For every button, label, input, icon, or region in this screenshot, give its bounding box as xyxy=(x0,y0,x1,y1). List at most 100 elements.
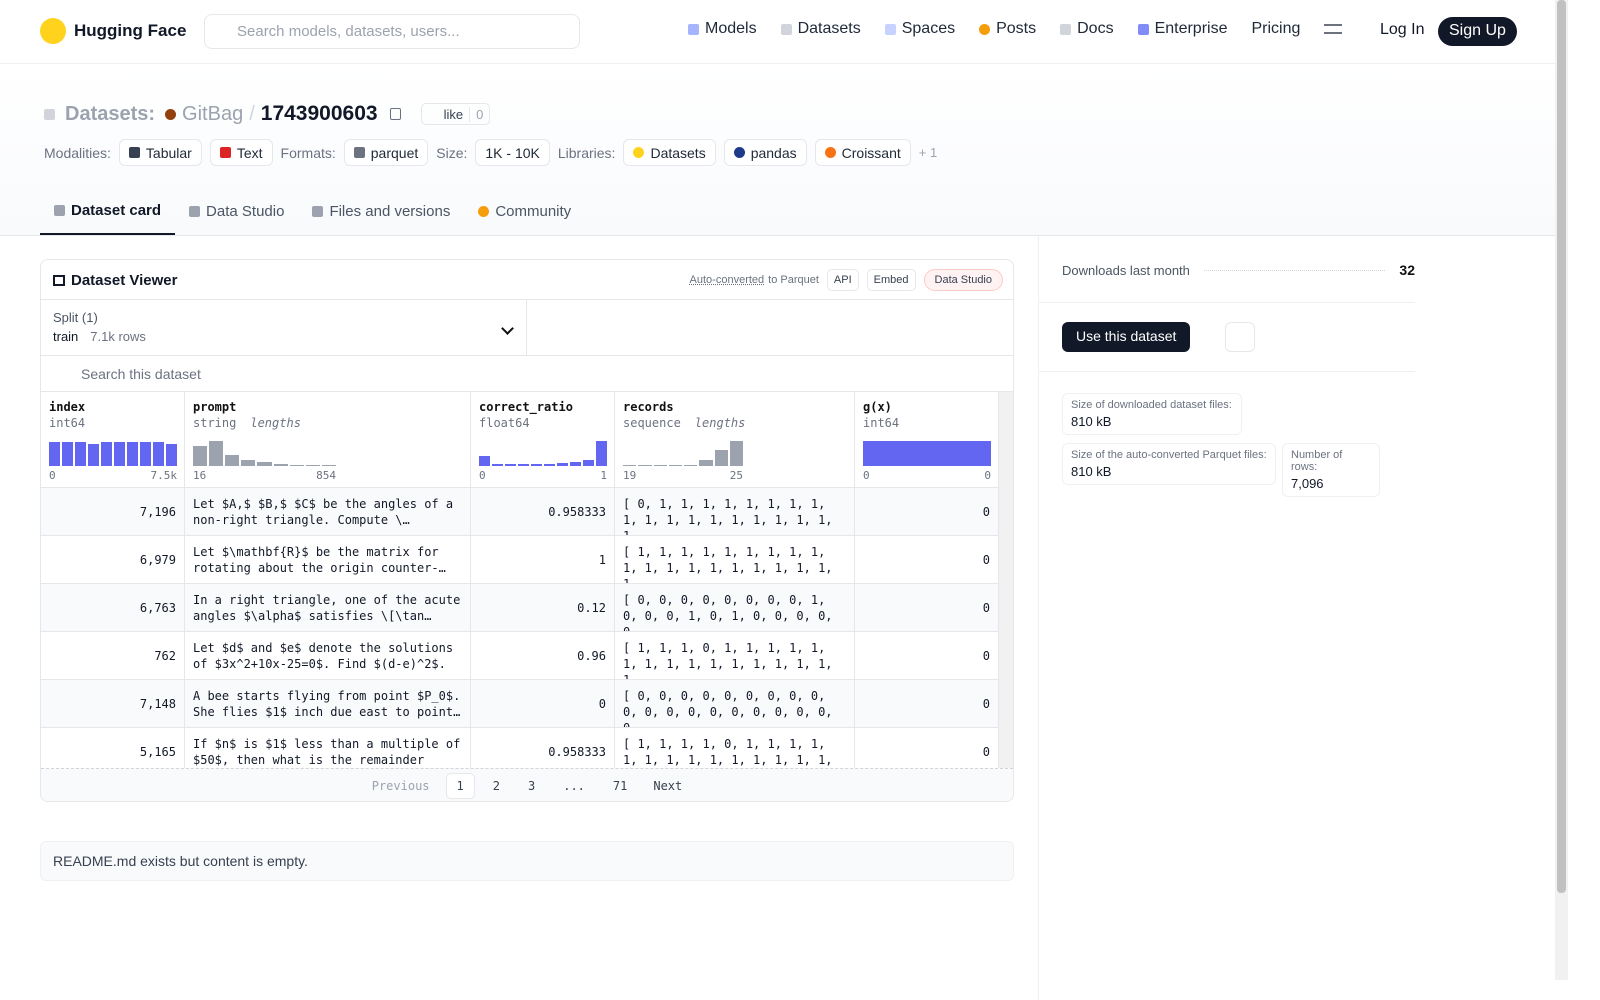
histogram-bar xyxy=(75,442,86,466)
studio-button[interactable]: Data Studio xyxy=(923,269,1003,291)
nav-item[interactable]: Pricing xyxy=(1251,20,1300,38)
tag[interactable]: Tabular xyxy=(118,139,202,166)
tags: Modalities: Tabular Text Formats: parquet Siz… xyxy=(44,139,937,166)
table-cell: 0 xyxy=(855,632,999,680)
range-min: 0 xyxy=(479,469,486,482)
nav-item[interactable]: Spaces xyxy=(884,20,956,38)
stat-label: Size of downloaded dataset files: xyxy=(1071,399,1232,411)
page[interactable]: 71 xyxy=(612,778,628,793)
table-cell: 0 xyxy=(471,680,615,728)
table-cell: 0.958333 xyxy=(471,488,615,536)
table-cell: Let $d$ and $e$ denote the solutions of … xyxy=(185,632,471,680)
column-header[interactable]: prompt string lengths 16 854 xyxy=(185,392,471,488)
more-button[interactable] xyxy=(1225,322,1255,352)
nav-label: Datasets xyxy=(797,20,861,37)
icon xyxy=(780,23,792,35)
use-label: Use this dataset xyxy=(1076,328,1177,344)
search-input[interactable]: Search this dataset xyxy=(41,356,1013,392)
tag[interactable]: 1K - 10K xyxy=(475,139,550,166)
stat-value: 810 kB xyxy=(1071,464,1112,479)
tab[interactable]: Dataset card xyxy=(40,190,176,235)
nav-menu[interactable] xyxy=(1324,24,1343,34)
tab[interactable]: Files and versions xyxy=(298,190,464,235)
table-cell: 6,979 xyxy=(41,536,185,584)
nav-label: Pricing xyxy=(1251,20,1301,37)
histogram-bar xyxy=(668,465,682,466)
range-min: 0 xyxy=(49,469,56,482)
page[interactable]: ... xyxy=(563,778,585,793)
nav-item[interactable]: Docs xyxy=(1060,20,1114,38)
login[interactable]: Log In xyxy=(1380,21,1425,38)
column-header[interactable]: correct_ratio float64 0 1 xyxy=(471,392,615,488)
embed-button[interactable]: Embed xyxy=(866,269,916,291)
stat-box: Size of the auto-converted Parquet files… xyxy=(1062,443,1276,485)
like-button[interactable]: like 0 xyxy=(420,103,491,125)
histogram-bar xyxy=(88,444,99,466)
histogram-bar xyxy=(699,460,713,466)
pagination: Previous 1 2 3... 71 Next xyxy=(41,768,1013,801)
nav-item[interactable]: Models xyxy=(688,20,757,38)
nav-label: Spaces xyxy=(901,20,956,37)
nav-item[interactable]: Enterprise xyxy=(1137,20,1227,38)
icon xyxy=(1060,23,1072,35)
dataset-name[interactable]: 1743900603 xyxy=(260,102,378,125)
column-header[interactable]: records sequence lengths 19 25 xyxy=(615,392,855,488)
nav-item[interactable]: Datasets xyxy=(780,20,861,38)
histogram-bar xyxy=(153,442,164,466)
tag[interactable]: pandas xyxy=(723,139,807,166)
more-tags[interactable]: + 1 xyxy=(918,145,938,160)
dtype: string xyxy=(193,416,237,430)
split-selector[interactable]: Split (1) train 7.1k rows xyxy=(41,300,527,356)
dtype: sequence xyxy=(623,416,681,430)
tag[interactable]: Text xyxy=(209,139,273,166)
table-cell: Let $\mathbf{R}$ be the matrix for rotat… xyxy=(185,536,471,584)
histogram-bar xyxy=(684,465,698,466)
tag-label: Datasets xyxy=(650,144,706,161)
scrollbar-thumb xyxy=(1557,0,1566,893)
histogram xyxy=(49,440,177,466)
dtype: int64 xyxy=(863,416,900,430)
search-placeholder: Search models, datasets, users... xyxy=(237,23,460,40)
tab[interactable]: Data Studio xyxy=(175,190,298,235)
histogram xyxy=(863,440,991,466)
icon xyxy=(824,147,836,158)
histogram-range: 19 25 xyxy=(623,469,743,482)
icon xyxy=(478,206,490,217)
tag[interactable]: parquet xyxy=(343,139,429,166)
icon xyxy=(53,275,65,286)
range-min: 0 xyxy=(863,469,870,482)
tag[interactable]: Datasets xyxy=(623,139,716,166)
header: Hugging Face Search models, datasets, use… xyxy=(0,0,1555,64)
tab[interactable]: Community xyxy=(464,190,585,235)
logo[interactable]: Hugging Face xyxy=(40,18,186,44)
search-box[interactable]: Search models, datasets, users... xyxy=(204,14,580,49)
nav-item[interactable]: Posts xyxy=(979,20,1036,38)
signup[interactable]: Sign Up xyxy=(1438,17,1517,46)
copy[interactable] xyxy=(389,108,401,120)
histogram-bar xyxy=(321,465,336,466)
page[interactable]: 3 xyxy=(527,778,536,793)
column-header[interactable]: g(x) int64 0 0 xyxy=(855,392,999,488)
page[interactable]: 2 xyxy=(492,778,500,793)
dots xyxy=(1203,269,1386,271)
api-button[interactable]: API xyxy=(826,269,859,291)
histogram-bar xyxy=(653,465,667,466)
tag[interactable]: Croissant xyxy=(814,139,911,166)
next[interactable]: Next xyxy=(653,778,683,793)
histogram-bar xyxy=(544,464,555,466)
page[interactable]: 1 xyxy=(445,772,475,799)
icon xyxy=(312,206,324,217)
dataset-viewer: Dataset Viewer Auto-converted to Parquet AP… xyxy=(40,259,1014,802)
icon xyxy=(353,147,365,158)
owner[interactable]: GitBag xyxy=(182,102,244,125)
table-cell: Let $A,$ $B,$ $C$ be the angles of a non… xyxy=(185,488,471,536)
use-dataset-button[interactable]: Use this dataset xyxy=(1062,322,1191,352)
split-label: Split (1) xyxy=(53,310,98,325)
column-header[interactable]: index int64 0 7.5k xyxy=(41,392,185,488)
histogram-bar xyxy=(638,465,652,466)
histogram-bar xyxy=(583,460,594,466)
link[interactable]: Auto-converted xyxy=(689,274,765,286)
readme: README.md exists but content is empty. xyxy=(40,841,1014,881)
